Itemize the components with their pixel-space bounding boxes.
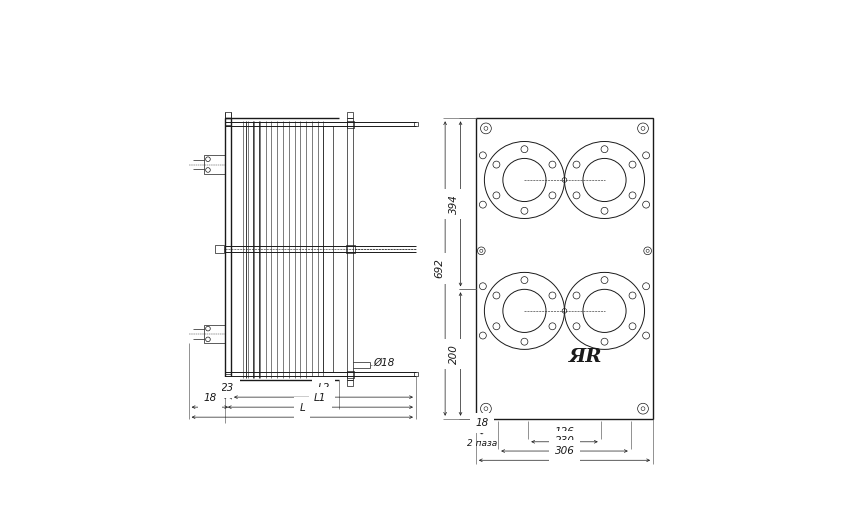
Text: 230: 230 (554, 436, 574, 447)
Bar (348, 118, 354, 380)
Bar (204, 325, 225, 343)
Text: 394: 394 (449, 194, 459, 214)
Text: 126: 126 (554, 427, 574, 437)
Text: L2: L2 (317, 382, 330, 392)
Bar (414, 372, 418, 376)
Text: 200: 200 (449, 344, 459, 364)
Text: 306: 306 (554, 446, 574, 456)
Bar (348, 380, 354, 387)
Bar (347, 371, 354, 378)
Text: 692: 692 (434, 259, 444, 278)
Bar (225, 380, 231, 387)
Text: 2 паза: 2 паза (467, 439, 497, 448)
Bar (215, 245, 224, 253)
Bar (225, 112, 231, 118)
Text: L1: L1 (314, 392, 327, 402)
Bar (414, 122, 418, 126)
Bar (225, 118, 231, 380)
Text: 23: 23 (222, 382, 234, 392)
Bar (476, 118, 653, 418)
Text: 18: 18 (475, 418, 488, 428)
Text: ЯR: ЯR (569, 348, 602, 366)
Bar (346, 245, 355, 253)
Bar (323, 126, 332, 372)
Text: 18: 18 (203, 392, 217, 402)
Bar (348, 112, 354, 118)
Text: Ø18: Ø18 (374, 358, 395, 369)
Bar (347, 121, 354, 127)
Text: L: L (299, 402, 305, 413)
Bar (204, 156, 225, 174)
